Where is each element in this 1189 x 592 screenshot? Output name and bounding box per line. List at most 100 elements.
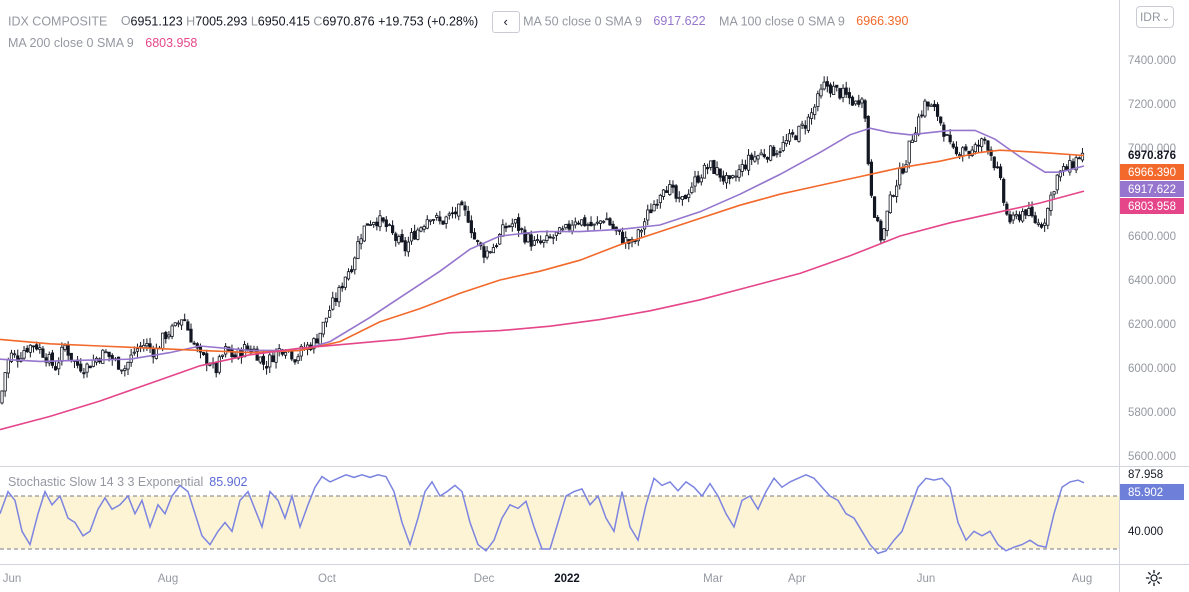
candle-body bbox=[1074, 157, 1078, 171]
candle-body bbox=[413, 230, 417, 240]
candle-body bbox=[394, 233, 398, 241]
candle-body bbox=[1080, 152, 1085, 161]
candle-body bbox=[677, 197, 681, 200]
candle-body bbox=[753, 156, 757, 162]
stochastic-band bbox=[0, 496, 1119, 549]
candle-body bbox=[1011, 214, 1015, 221]
candle-body bbox=[819, 88, 823, 97]
candle-body bbox=[860, 98, 864, 104]
candle-body bbox=[690, 186, 694, 193]
candle-body bbox=[913, 132, 918, 142]
candle-body bbox=[324, 317, 329, 323]
ma200-legend: MA 200 close 0 SMA 9 6803.958 bbox=[8, 36, 197, 50]
candle-body bbox=[850, 96, 855, 106]
candle-body bbox=[696, 175, 700, 183]
candle-body bbox=[835, 84, 839, 88]
candle-body bbox=[343, 276, 347, 288]
stochastic-value-tag: 85.902 bbox=[1128, 487, 1163, 499]
candle-body bbox=[375, 221, 379, 227]
currency-label: IDR bbox=[1139, 10, 1161, 24]
candle-body bbox=[384, 219, 388, 228]
candle-body bbox=[438, 216, 442, 222]
candle-body bbox=[447, 213, 451, 216]
candle-body bbox=[847, 92, 851, 99]
candle-body bbox=[976, 144, 981, 147]
candle-body bbox=[350, 269, 354, 273]
close-value: 6970.876 bbox=[322, 14, 375, 29]
candle-body bbox=[510, 223, 514, 228]
candle-body bbox=[126, 361, 130, 370]
candle-body bbox=[1036, 222, 1040, 225]
currency-button[interactable]: IDR⌄ bbox=[1136, 6, 1174, 28]
price-tag-bg bbox=[1120, 164, 1184, 180]
candle-body bbox=[617, 229, 622, 232]
candle-body bbox=[1052, 191, 1056, 195]
candle-body bbox=[671, 184, 675, 188]
candle-body bbox=[661, 189, 666, 197]
candle-body bbox=[882, 228, 886, 240]
open-key: O bbox=[120, 14, 131, 29]
candle-body bbox=[135, 348, 140, 352]
change-value: +19.753 (+0.28%) bbox=[378, 14, 479, 29]
candle-body bbox=[41, 348, 45, 358]
candle-body bbox=[453, 211, 458, 215]
candle-body bbox=[327, 310, 332, 318]
ma200-value: 6803.958 bbox=[145, 36, 198, 50]
candle-body bbox=[772, 146, 776, 157]
candle-body bbox=[756, 155, 760, 160]
candle-body bbox=[422, 226, 426, 230]
candle-body bbox=[658, 194, 662, 204]
candle-body bbox=[923, 100, 927, 117]
last-price-label: 6970.876 bbox=[1128, 150, 1176, 162]
candle-body bbox=[980, 138, 984, 148]
time-tick-label: 2022 bbox=[554, 573, 580, 585]
candle-body bbox=[1024, 209, 1028, 216]
high-value: 7005.293 bbox=[195, 14, 248, 29]
main-legend: IDX COMPOSITE O6951.123 H7005.293 L6950.… bbox=[8, 11, 908, 33]
candle-body bbox=[765, 156, 770, 160]
candle-body bbox=[346, 271, 351, 280]
candle-body bbox=[312, 338, 316, 350]
candle-body bbox=[863, 100, 867, 119]
candle-body bbox=[12, 353, 17, 356]
candle-body bbox=[872, 196, 877, 218]
candle-body bbox=[721, 175, 725, 182]
candle-body bbox=[205, 353, 209, 366]
candle-body bbox=[365, 223, 370, 226]
candle-body bbox=[217, 356, 221, 373]
candle-body bbox=[809, 112, 814, 119]
candle-body bbox=[989, 149, 993, 156]
candle-body bbox=[1002, 178, 1006, 203]
candle-body bbox=[683, 194, 688, 200]
candle-body bbox=[828, 84, 833, 94]
candle-body bbox=[712, 160, 716, 174]
candle-body bbox=[230, 349, 234, 358]
candle-body bbox=[507, 225, 511, 228]
candle-body bbox=[88, 365, 92, 369]
candle-body bbox=[132, 351, 136, 354]
candle-body bbox=[390, 225, 395, 234]
candle-body bbox=[154, 347, 158, 359]
collapse-legend-button[interactable]: ‹ bbox=[491, 11, 520, 33]
candle-body bbox=[734, 175, 738, 178]
gear-icon[interactable] bbox=[1145, 569, 1163, 587]
candle-body bbox=[444, 216, 448, 224]
candle-body bbox=[359, 238, 363, 245]
candle-body bbox=[687, 193, 691, 198]
candle-body bbox=[775, 153, 779, 155]
candle-body bbox=[917, 116, 921, 135]
candle-body bbox=[476, 240, 480, 242]
stochastic-tick-label: 87.958 bbox=[1128, 469, 1163, 481]
candle-body bbox=[167, 334, 171, 338]
candle-body bbox=[491, 247, 496, 254]
candle-body bbox=[970, 149, 974, 156]
candle-body bbox=[841, 87, 845, 98]
candle-body bbox=[636, 229, 640, 242]
candle-body bbox=[825, 81, 829, 87]
candle-body bbox=[910, 139, 914, 143]
candle-body bbox=[1058, 170, 1062, 178]
candle-body bbox=[28, 344, 32, 353]
candle-body bbox=[340, 285, 344, 289]
candle-body bbox=[315, 338, 319, 344]
